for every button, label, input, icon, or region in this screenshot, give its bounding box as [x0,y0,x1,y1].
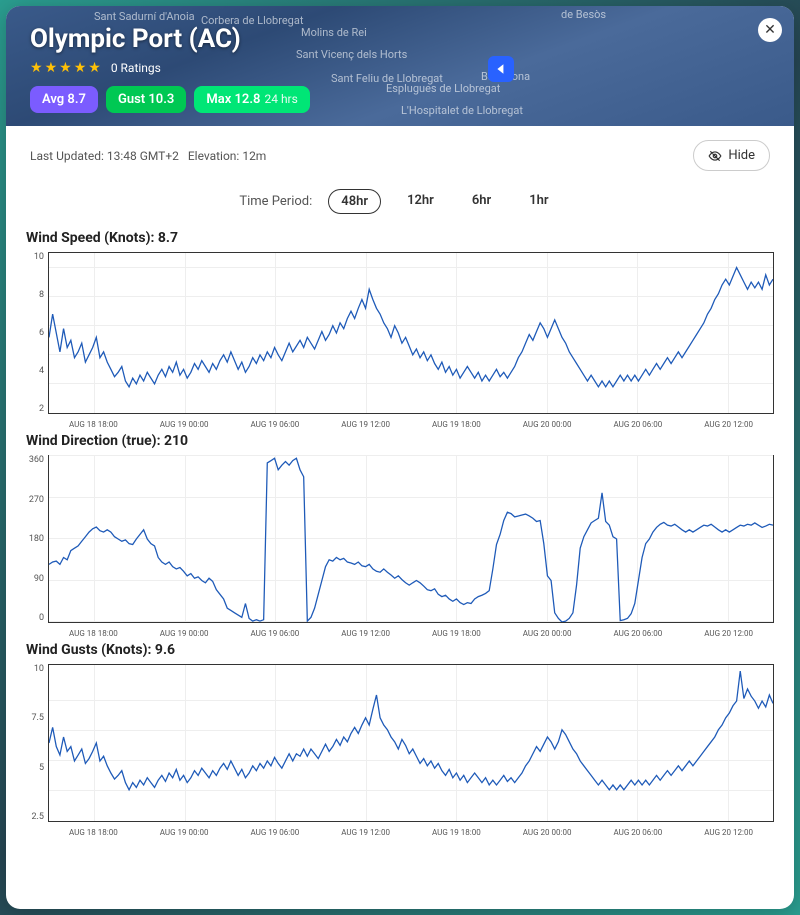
y-tick: 360 [29,455,44,465]
detail-card: Sant Sadurní d'AnoiaCorbera de Llobregat… [6,6,794,909]
max-value: Max 12.8 [206,92,260,107]
x-tick: AUG 19 06:00 [230,828,321,837]
meta-bar: Last Updated: 13:48 GMT+2 Elevation: 12m… [6,126,794,185]
x-tick: AUG 19 18:00 [411,420,502,429]
x-axis: AUG 18 18:00AUG 19 00:00AUG 19 06:00AUG … [48,414,774,429]
period-label: Time Period: [239,194,312,209]
x-tick: AUG 20 12:00 [683,629,774,638]
x-tick: AUG 19 18:00 [411,828,502,837]
x-tick: AUG 20 12:00 [683,420,774,429]
x-tick: AUG 18 18:00 [48,420,139,429]
star-rating[interactable]: ★★★★★ [30,60,101,76]
x-tick: AUG 18 18:00 [48,629,139,638]
hide-label: Hide [728,148,755,163]
chart-plot[interactable] [48,455,774,623]
x-tick: AUG 19 06:00 [230,420,321,429]
map-label: de Besòs [561,8,606,21]
y-tick: 90 [34,574,44,584]
period-tab-48hr[interactable]: 48hr [328,189,381,214]
max-sublabel: 24 hrs [264,92,297,106]
y-tick: 270 [29,495,44,505]
max-pill: Max 12.8 24 hrs [194,86,309,113]
x-tick: AUG 19 00:00 [139,420,230,429]
chart-plot[interactable] [48,252,774,414]
chart-section: Wind Direction (true): 210 360 270 180 90 0 AU… [6,429,794,638]
map-label: Sant Sadurní d'Anoia [94,10,195,23]
y-tick: 10 [34,252,44,262]
summary-pills: Avg 8.7 Gust 10.3 Max 12.8 24 hrs [30,86,770,113]
y-tick: 8 [39,290,44,300]
y-tick: 2.5 [32,812,45,822]
y-tick: 7.5 [32,713,45,723]
chart-plot[interactable] [48,664,774,822]
period-bar: Time Period: 48hr 12hr 6hr 1hr [6,185,794,226]
location-marker[interactable] [488,56,514,82]
elevation: Elevation: 12m [188,149,267,163]
x-tick: AUG 19 12:00 [320,828,411,837]
x-axis: AUG 18 18:00AUG 19 00:00AUG 19 06:00AUG … [48,822,774,837]
y-tick: 0 [39,613,44,623]
location-title: Olympic Port (AC) [30,24,770,54]
chart-wrap: 10 7.5 5 2.5 [26,664,774,822]
x-axis: AUG 18 18:00AUG 19 00:00AUG 19 06:00AUG … [48,623,774,638]
period-tab-6hr[interactable]: 6hr [460,189,503,214]
star-icon: ★ [59,60,72,76]
star-icon: ★ [45,60,58,76]
x-tick: AUG 19 12:00 [320,629,411,638]
x-tick: AUG 20 12:00 [683,828,774,837]
chart-wrap: 10 8 6 4 2 [26,252,774,414]
x-tick: AUG 18 18:00 [48,828,139,837]
x-tick: AUG 19 00:00 [139,828,230,837]
last-updated: Last Updated: 13:48 GMT+2 [30,149,179,163]
chart-title: Wind Gusts (Knots): 9.6 [26,642,774,658]
hide-button[interactable]: Hide [693,140,770,171]
map-header: Sant Sadurní d'AnoiaCorbera de Llobregat… [6,6,794,126]
y-tick: 5 [39,763,44,773]
period-tab-12hr[interactable]: 12hr [395,189,446,214]
chart-line [49,665,773,821]
chart-title: Wind Direction (true): 210 [26,433,774,449]
x-tick: AUG 20 00:00 [502,420,593,429]
period-options: 48hr 12hr 6hr 1hr [328,189,560,214]
y-tick: 10 [34,664,44,674]
gust-pill: Gust 10.3 [106,86,186,113]
x-tick: AUG 19 12:00 [320,420,411,429]
x-tick: AUG 19 06:00 [230,629,321,638]
eye-slash-icon [708,149,722,163]
chart-section: Wind Speed (Knots): 8.7 10 8 6 4 2 AUG 18 18:0… [6,226,794,429]
x-tick: AUG 19 00:00 [139,629,230,638]
y-axis: 360 270 180 90 0 [26,455,48,623]
x-tick: AUG 20 06:00 [593,629,684,638]
star-icon: ★ [74,60,87,76]
y-tick: 2 [39,404,44,414]
chart-wrap: 360 270 180 90 0 [26,455,774,623]
y-tick: 180 [29,534,44,544]
x-tick: AUG 20 00:00 [502,828,593,837]
close-button[interactable]: ✕ [758,18,782,42]
y-tick: 6 [39,328,44,338]
x-tick: AUG 20 06:00 [593,828,684,837]
y-axis: 10 8 6 4 2 [26,252,48,414]
rating-count: 0 Ratings [111,61,161,75]
x-tick: AUG 20 00:00 [502,629,593,638]
star-icon: ★ [88,60,101,76]
avg-pill: Avg 8.7 [30,86,98,113]
charts-container: Wind Speed (Knots): 8.7 10 8 6 4 2 AUG 18 18:0… [6,226,794,837]
chart-section: Wind Gusts (Knots): 9.6 10 7.5 5 2.5AUG 18 1… [6,638,794,837]
rating-row: ★★★★★ 0 Ratings [30,60,770,76]
x-tick: AUG 20 06:00 [593,420,684,429]
chart-line [49,253,773,413]
chart-title: Wind Speed (Knots): 8.7 [26,230,774,246]
chart-line [49,456,773,622]
y-axis: 10 7.5 5 2.5 [26,664,48,822]
y-tick: 4 [39,366,44,376]
period-tab-1hr[interactable]: 1hr [517,189,560,214]
x-tick: AUG 19 18:00 [411,629,502,638]
meta-text: Last Updated: 13:48 GMT+2 Elevation: 12m [30,149,266,163]
star-icon: ★ [30,60,43,76]
